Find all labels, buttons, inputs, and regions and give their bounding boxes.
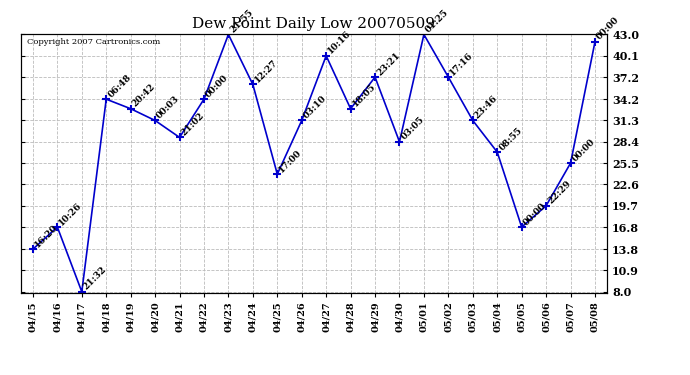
Text: 03:10: 03:10 <box>302 94 328 120</box>
Text: 01:25: 01:25 <box>424 8 451 34</box>
Text: 10:16: 10:16 <box>326 29 353 56</box>
Title: Dew Point Daily Low 20070509: Dew Point Daily Low 20070509 <box>193 17 435 31</box>
Text: 00:00: 00:00 <box>571 137 597 163</box>
Text: 00:00: 00:00 <box>204 73 230 99</box>
Text: 03:05: 03:05 <box>400 116 426 142</box>
Text: 21:02: 21:02 <box>179 111 206 137</box>
Text: 17:16: 17:16 <box>448 50 475 77</box>
Text: 18:05: 18:05 <box>351 82 377 109</box>
Text: 00:00: 00:00 <box>522 201 548 227</box>
Text: 17:00: 17:00 <box>277 148 304 174</box>
Text: 23:21: 23:21 <box>375 50 402 77</box>
Text: 08:55: 08:55 <box>497 126 524 152</box>
Text: 00:00: 00:00 <box>595 16 621 42</box>
Text: Copyright 2007 Cartronics.com: Copyright 2007 Cartronics.com <box>26 38 160 46</box>
Text: 22:29: 22:29 <box>546 179 573 206</box>
Text: 20:42: 20:42 <box>130 82 157 109</box>
Text: 00:03: 00:03 <box>155 94 181 120</box>
Text: 16:20: 16:20 <box>33 222 59 249</box>
Text: 21:55: 21:55 <box>228 8 255 34</box>
Text: 06:48: 06:48 <box>106 73 133 99</box>
Text: 21:32: 21:32 <box>82 265 108 292</box>
Text: 12:27: 12:27 <box>253 58 279 84</box>
Text: 23:46: 23:46 <box>473 94 500 120</box>
Text: 10:26: 10:26 <box>57 201 84 227</box>
